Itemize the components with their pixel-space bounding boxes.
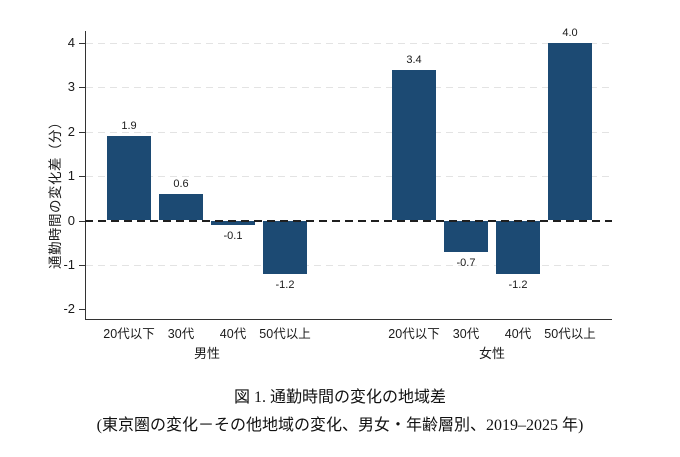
y-tick-label: 3 xyxy=(67,79,75,95)
grid-line xyxy=(86,264,612,266)
category-label: 40代 xyxy=(219,327,247,341)
bar xyxy=(211,220,255,225)
figure-caption-title: 図 1. 通勤時間の変化の地域差 xyxy=(233,389,446,406)
y-axis-line xyxy=(85,31,86,319)
grid-line xyxy=(86,176,612,178)
bar-value-label: -1.2 xyxy=(508,278,528,291)
category-label: 20代以下 xyxy=(103,327,155,341)
y-tick-mark xyxy=(79,176,85,178)
group-label: 女性 xyxy=(478,346,505,361)
bar xyxy=(392,69,436,221)
bar-value-label: 0.6 xyxy=(173,177,189,190)
zero-reference-line xyxy=(85,219,612,222)
bar xyxy=(263,220,307,274)
y-tick-label: 1 xyxy=(67,168,75,184)
y-tick-label: 0 xyxy=(67,212,75,228)
bar xyxy=(107,136,151,221)
bar xyxy=(548,42,592,221)
bar-value-label: -0.7 xyxy=(456,256,476,269)
bar-value-label: -1.2 xyxy=(275,278,295,291)
bar xyxy=(496,220,540,274)
y-tick-label: 2 xyxy=(67,123,75,139)
bar xyxy=(444,220,488,252)
bar-value-label: -0.1 xyxy=(223,229,243,242)
y-tick-label: -1 xyxy=(63,256,75,272)
x-axis-line xyxy=(85,319,612,320)
y-tick-mark xyxy=(79,131,85,133)
bar-chart-plot-area: 通勤時間の変化差（分） -2 -1 0 1 2 3 4 1.9 20代以下 0.6 30代 -0.1 4… xyxy=(48,26,612,361)
figure-caption-subtitle: (東京圏の変化－その他地域の変化、男女・年齢層別、2019–2025 年) xyxy=(96,417,584,434)
y-tick-mark xyxy=(79,264,85,266)
grid-line xyxy=(86,131,612,133)
bar xyxy=(159,193,203,221)
bar-value-label: 4.0 xyxy=(562,26,578,39)
y-tick-mark xyxy=(79,220,85,222)
category-label: 50代以上 xyxy=(544,327,596,341)
category-label: 20代以下 xyxy=(388,327,440,341)
bar-value-label: 3.4 xyxy=(406,53,422,66)
grid-line xyxy=(86,87,612,89)
category-label: 50代以上 xyxy=(259,327,311,341)
group-label: 男性 xyxy=(193,346,220,361)
y-tick-label: -2 xyxy=(63,301,75,317)
y-tick-mark xyxy=(79,87,85,89)
grid-line xyxy=(86,42,612,44)
y-tick-mark xyxy=(79,42,85,44)
category-label: 30代 xyxy=(167,327,195,341)
y-tick-label: 4 xyxy=(67,34,75,50)
y-tick-mark xyxy=(79,309,85,311)
bar-value-label: 1.9 xyxy=(121,120,137,133)
category-label: 40代 xyxy=(504,327,532,341)
category-label: 30代 xyxy=(452,327,480,341)
